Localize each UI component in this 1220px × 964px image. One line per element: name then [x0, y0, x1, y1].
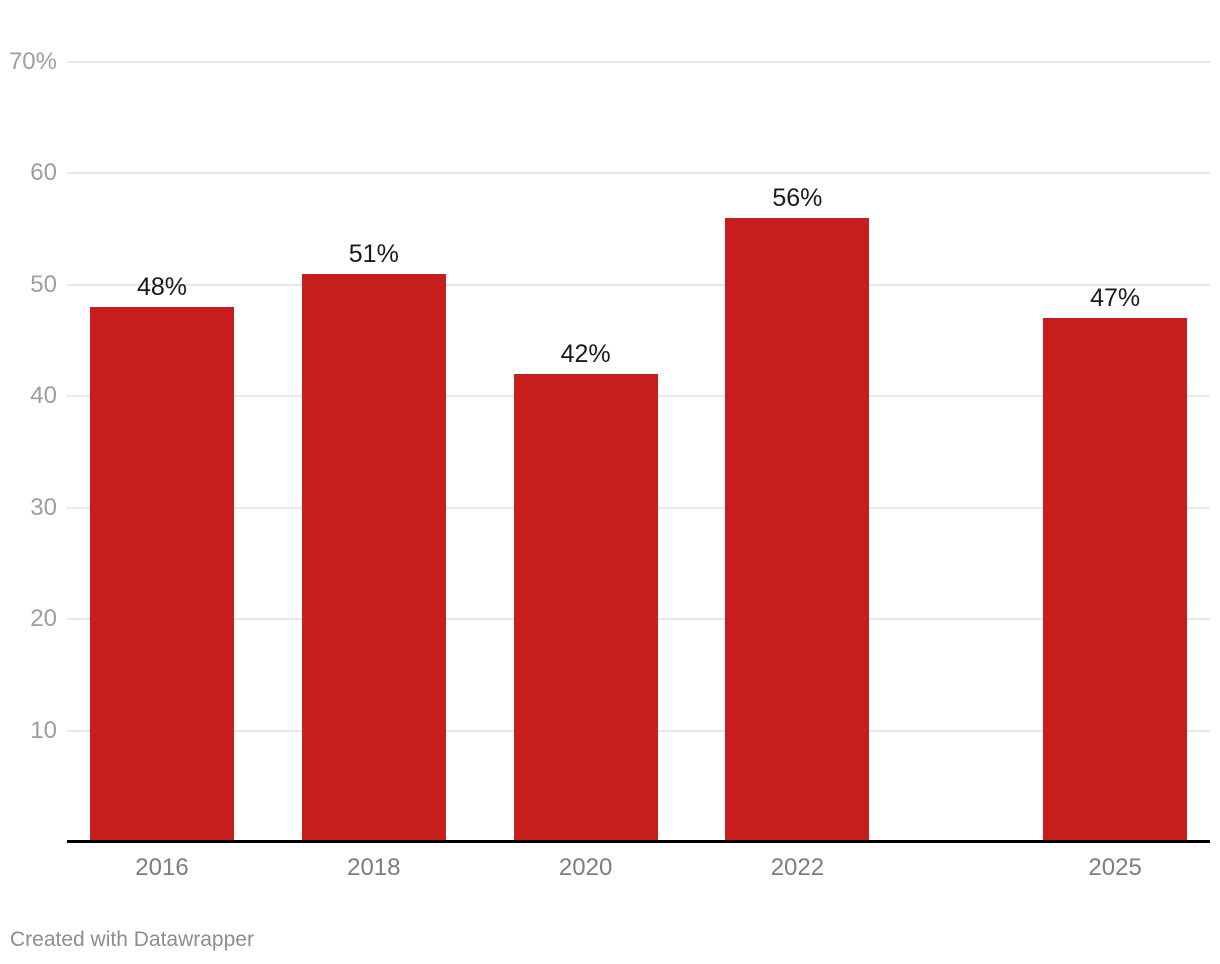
bar-2025	[1043, 318, 1188, 842]
x-axis-label-2020: 2020	[558, 854, 613, 881]
x-axis-label-2018: 2018	[347, 854, 401, 881]
bar-value-label-2025: 47%	[1090, 284, 1141, 313]
bar-2016	[90, 307, 234, 842]
x-axis-label-2016: 2016	[135, 854, 189, 881]
x-axis-label-2025: 2025	[1088, 854, 1142, 881]
bar-value-label-2022: 56%	[772, 183, 823, 212]
gridline-60	[67, 172, 1210, 175]
y-axis-tick-label-50: 50	[30, 270, 57, 298]
bar-value-label-2020: 42%	[560, 339, 611, 368]
x-axis-label-2022: 2022	[770, 854, 825, 881]
bar-value-label-2018: 51%	[348, 239, 399, 268]
y-axis-tick-label-70: 70%	[8, 47, 57, 75]
bar-2018	[301, 273, 446, 842]
bar-value-label-2016: 48%	[136, 273, 188, 302]
datawrapper-credit: Created with Datawrapper	[10, 928, 254, 951]
x-axis-baseline	[67, 840, 1210, 843]
gridline-50	[67, 283, 1210, 286]
y-axis-tick-label-10: 10	[30, 716, 57, 744]
y-axis-tick-label-20: 20	[30, 605, 57, 633]
y-axis-tick-label-40: 40	[30, 382, 57, 410]
y-axis-tick-label-30: 30	[30, 493, 57, 521]
bar-2020	[513, 373, 658, 842]
bar-2022	[725, 217, 870, 842]
y-axis-tick-label-60: 60	[30, 159, 57, 187]
gridline-70	[67, 60, 1210, 63]
